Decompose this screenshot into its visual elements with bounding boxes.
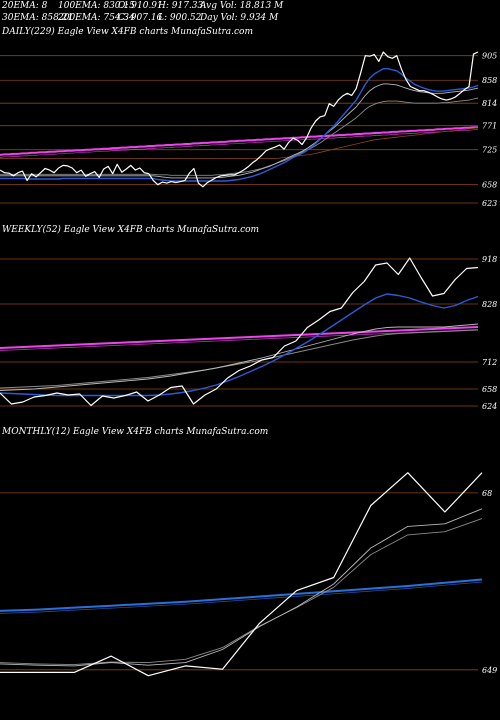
monthly-panel-title: MONTHLY(12) Eagle View X4FB charts Munaf… bbox=[2, 427, 269, 437]
daily-series-5-line-shadow bbox=[0, 129, 478, 158]
daily-level-label: 68 bbox=[482, 489, 492, 498]
daily-level-label: 725 bbox=[482, 146, 497, 155]
daily-level-label: 623 bbox=[482, 199, 497, 208]
ema200-label: 200EMA: 754.34 bbox=[58, 13, 135, 23]
weekly-series-2-line bbox=[0, 323, 479, 391]
daily-series-4-line bbox=[0, 127, 479, 160]
daily-series-3-line bbox=[0, 97, 479, 176]
monthly-series-2-line bbox=[0, 518, 483, 666]
monthly-series-1-line bbox=[0, 508, 483, 667]
monthly-level-label: 649 bbox=[482, 666, 497, 675]
weekly-series-1-line bbox=[0, 293, 479, 397]
weekly-series-4-line bbox=[0, 326, 479, 349]
daily-level-label: 814 bbox=[482, 99, 497, 108]
weekly-series-4-line-shadow bbox=[0, 329, 479, 351]
weekly-level-label: 828 bbox=[482, 300, 497, 309]
weekly-series-0-line bbox=[0, 257, 479, 407]
avg-vol-label: Avg Vol: 18.813 M bbox=[200, 1, 284, 11]
daily-level-label: 658 bbox=[482, 181, 497, 190]
close-label: C: 907.16 bbox=[118, 13, 163, 23]
ema30-label: 30EMA: 858.21 bbox=[2, 13, 74, 23]
daily-series-1-line bbox=[0, 67, 479, 182]
weekly-series-3-line bbox=[0, 329, 479, 389]
weekly-panel-title: WEEKLY(52) Eagle View X4FB charts Munafa… bbox=[2, 225, 260, 235]
weekly-level-label: 624 bbox=[482, 402, 497, 411]
daily-level-label: 905 bbox=[482, 52, 497, 61]
daily-panel-title: DAILY(229) Eagle View X4FB charts Munafa… bbox=[2, 27, 253, 37]
open-label: O: 910.91 bbox=[118, 1, 163, 11]
ema20-label: 20EMA: 8 bbox=[2, 1, 48, 11]
daily-series-2-line bbox=[0, 83, 479, 179]
monthly-series-0-line bbox=[0, 472, 483, 677]
day-vol-label: Day Vol: 9.934 M bbox=[200, 13, 279, 23]
weekly-level-label: 712 bbox=[482, 358, 497, 367]
weekly-level-label: 658 bbox=[482, 385, 497, 394]
ema100-label: 100EMA: 830.15 bbox=[58, 1, 135, 11]
monthly-series-3-line-shadow bbox=[0, 581, 483, 614]
daily-level-label: 858 bbox=[482, 76, 497, 85]
monthly-series-3-line bbox=[0, 578, 483, 612]
daily-series-0-line bbox=[0, 51, 479, 188]
weekly-level-label: 918 bbox=[482, 255, 497, 264]
daily-series-5-line bbox=[0, 126, 478, 156]
low-label: L: 900.52 bbox=[158, 13, 202, 23]
high-label: H: 917.33 bbox=[158, 1, 204, 11]
daily-level-label: 771 bbox=[482, 122, 497, 131]
